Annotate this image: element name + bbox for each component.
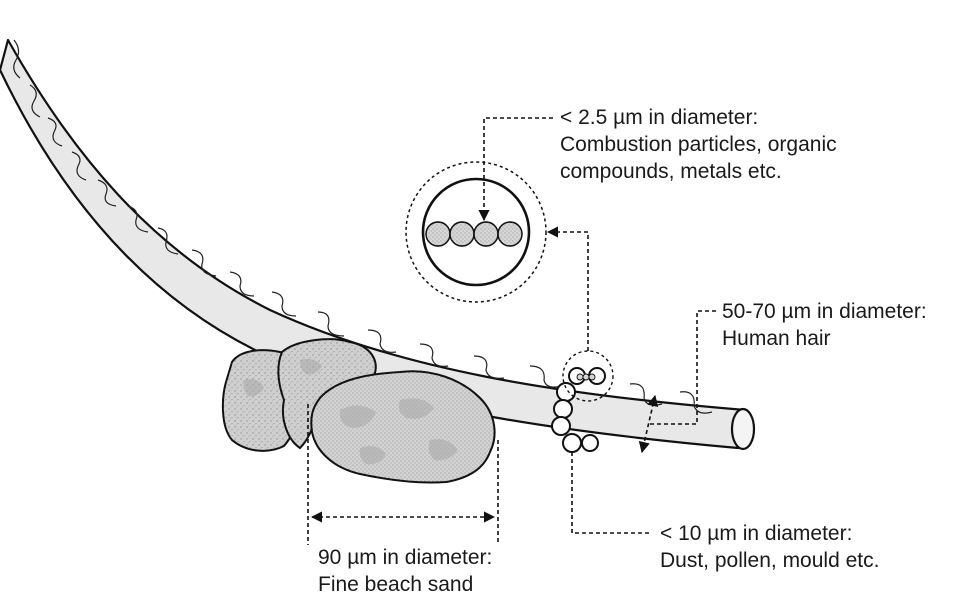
pm10-label-line1: < 10 µm in diameter: xyxy=(660,522,853,545)
pm10-label: < 10 µm in diameter: Dust, pollen, mould… xyxy=(660,520,879,574)
sand-label-line2: Fine beach sand xyxy=(318,573,474,596)
sand-label-line1: 90 µm in diameter: xyxy=(318,546,493,569)
pm25-magnified-view xyxy=(405,117,553,303)
hair-dimension-arrow xyxy=(638,394,659,454)
pm25-particles xyxy=(425,221,523,247)
pm25-label-line3: compounds, metals etc. xyxy=(560,160,782,183)
pm25-label-line1: < 2.5 µm in diameter: xyxy=(560,106,759,129)
sand-dimension xyxy=(307,404,499,545)
fine-beach-sand xyxy=(221,338,496,484)
pm25-small-detail xyxy=(562,350,614,402)
hair-cut-end xyxy=(730,407,756,451)
hair-cuticle-lines xyxy=(13,39,713,414)
pm25-pointer xyxy=(478,117,553,222)
hair-label-line2: Human hair xyxy=(722,327,831,350)
sand-dark-patches xyxy=(243,358,458,465)
pm25-label-line2: Combustion particles, organic xyxy=(560,133,837,156)
pm10-particles xyxy=(551,367,606,453)
pm25-label: < 2.5 µm in diameter: Combustion particl… xyxy=(560,104,837,185)
pm10-pointer xyxy=(571,452,650,534)
hair-label-line1: 50-70 µm in diameter: xyxy=(722,300,927,323)
pm25-connector xyxy=(546,226,589,351)
hair-dimension xyxy=(638,310,718,454)
hair-label: 50-70 µm in diameter: Human hair xyxy=(722,298,927,352)
pm10-label-line2: Dust, pollen, mould etc. xyxy=(660,549,880,572)
sand-label: 90 µm in diameter: Fine beach sand xyxy=(318,544,492,598)
